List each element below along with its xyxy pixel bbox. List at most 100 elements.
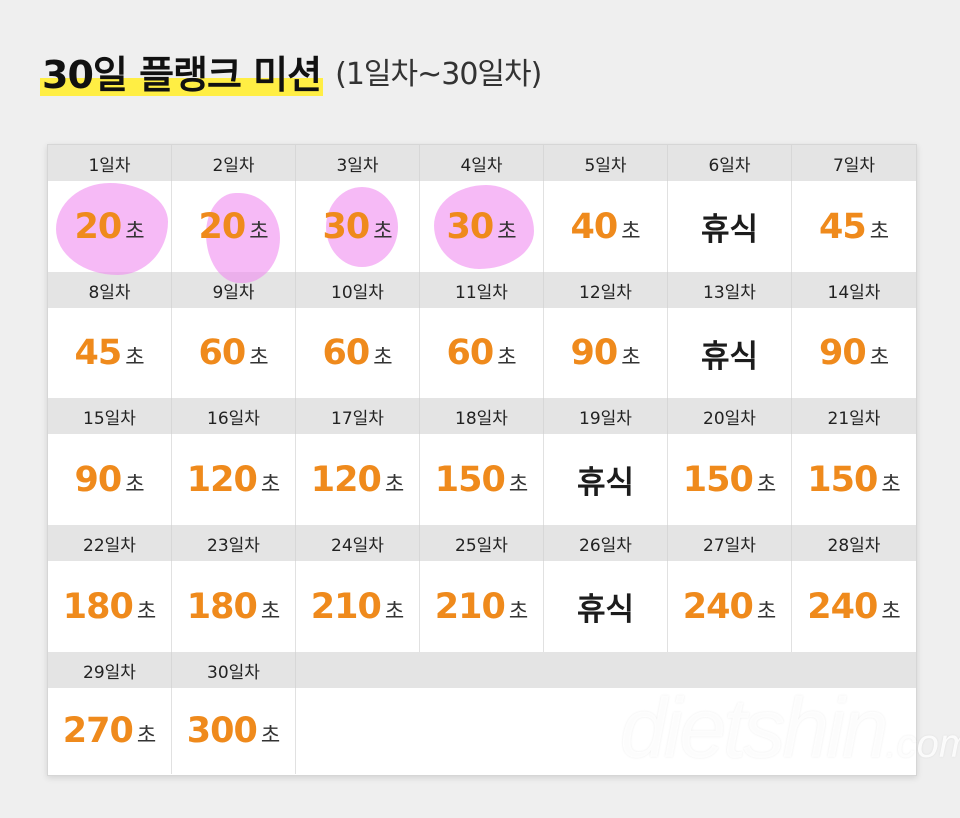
duration-value: 90 (818, 333, 867, 373)
duration-value: 120 (310, 459, 382, 500)
seconds-unit: 초 (756, 471, 777, 496)
day-cell: 90 초 (544, 308, 668, 398)
seconds-unit: 초 (125, 345, 145, 369)
week-header: 15일차 16일차 17일차 18일차 19일차 20일차 21일차 (48, 398, 916, 434)
day-label: 5일차 (544, 145, 668, 181)
day-label: 2일차 (172, 145, 296, 181)
seconds-unit: 초 (249, 218, 269, 243)
empty-cell (420, 688, 544, 774)
day-cell: 210 초 (420, 561, 544, 652)
seconds-unit: 초 (497, 345, 517, 369)
duration-value: 45 (74, 333, 122, 373)
day-cell: 20 초 (172, 181, 296, 283)
plank-calendar: 1일차 2일차 3일차 4일차 5일차 6일차 7일차 20 초 20 초 30 초 30 초 40 초 휴식 45… (47, 144, 917, 776)
day-label: 6일차 (668, 145, 792, 181)
day-label: 20일차 (668, 398, 792, 434)
duration-value: 180 (186, 586, 258, 627)
day-cell: 휴식 (668, 181, 792, 272)
day-label: 11일차 (420, 272, 544, 308)
seconds-unit: 초 (260, 598, 281, 623)
page-header: 30일 플랭크 미션 (1일차~30일차) (39, 40, 542, 100)
highlight-scribble (206, 193, 280, 283)
week-header: 1일차 2일차 3일차 4일차 5일차 6일차 7일차 (48, 145, 916, 181)
rest-day-label: 휴식 (576, 465, 635, 501)
duration-value: 60 (446, 333, 494, 373)
duration-value: 150 (807, 459, 878, 500)
empty-cell (668, 688, 792, 774)
day-label: 4일차 (420, 145, 544, 181)
day-cell: 180 초 (48, 561, 172, 652)
seconds-unit: 초 (373, 345, 393, 369)
seconds-unit: 초 (869, 345, 890, 369)
week-header: 29일차 30일차 (48, 652, 916, 688)
week-values: 90 초 120 초 120 초 150 초 휴식 150 초 150 초 (48, 434, 916, 525)
day-label: 10일차 (296, 272, 420, 308)
day-cell: 60 초 (296, 308, 420, 398)
duration-value: 45 (818, 206, 867, 247)
duration-value: 150 (682, 459, 754, 500)
day-cell: 30 초 (420, 181, 544, 272)
day-cell: 150 초 (420, 434, 544, 525)
duration-value: 30 (446, 206, 494, 247)
day-label: 29일차 (48, 652, 172, 688)
duration-value: 240 (682, 586, 754, 627)
seconds-unit: 초 (373, 218, 393, 243)
day-label: 26일차 (544, 525, 668, 561)
day-label: 27일차 (668, 525, 792, 561)
seconds-unit: 초 (136, 598, 157, 623)
day-label: 19일차 (544, 398, 668, 434)
duration-value: 20 (198, 206, 246, 247)
day-cell: 180 초 (172, 561, 296, 652)
seconds-unit: 초 (260, 723, 281, 747)
duration-value: 240 (807, 586, 878, 627)
seconds-unit: 초 (136, 723, 157, 747)
day-label: 23일차 (172, 525, 296, 561)
duration-value: 60 (198, 333, 246, 373)
week-header: 22일차 23일차 24일차 25일차 26일차 27일차 28일차 (48, 525, 916, 561)
day-cell: 240 초 (668, 561, 792, 652)
day-label: 9일차 (172, 272, 296, 308)
day-label: 28일차 (827, 535, 881, 556)
seconds-unit: 초 (125, 218, 145, 243)
week-values: 45 초 60 초 60 초 60 초 90 초 휴식 90 초 (48, 308, 916, 398)
highlight-scribble (56, 183, 168, 275)
seconds-unit: 초 (384, 598, 405, 623)
day-cell: 60 초 (172, 308, 296, 398)
empty-cell (296, 688, 420, 774)
seconds-unit: 초 (508, 598, 529, 623)
day-cell: 30 초 (296, 181, 420, 272)
highlight-scribble (326, 187, 398, 267)
day-label: 16일차 (172, 398, 296, 434)
day-cell: 120 초 (172, 434, 296, 525)
duration-value: 300 (186, 711, 258, 751)
day-cell: 40 초 (544, 181, 668, 272)
duration-value: 90 (570, 333, 618, 373)
day-cell: 45 초 (792, 181, 916, 272)
day-cell: 90 초 (48, 434, 172, 525)
day-label: 14일차 (827, 282, 881, 303)
rest-day-label: 휴식 (700, 338, 759, 375)
seconds-unit: 초 (621, 345, 641, 369)
day-label: 1일차 (48, 145, 172, 181)
day-label: 8일차 (48, 272, 172, 308)
seconds-unit: 초 (497, 218, 517, 243)
day-label: 17일차 (296, 398, 420, 434)
duration-value: 120 (186, 459, 258, 500)
week-row: 8일차 9일차 10일차 11일차 12일차 13일차 14일차 45 초 60 초 60 초 60 초 90… (48, 272, 916, 398)
day-label: 7일차 (832, 155, 876, 176)
rest-day-label: 휴식 (576, 592, 635, 628)
week-row: 1일차 2일차 3일차 4일차 5일차 6일차 7일차 20 초 20 초 30 초 30 초 40 초 휴식 45… (48, 145, 916, 283)
seconds-unit: 초 (621, 218, 641, 243)
rest-day-label: 휴식 (700, 212, 759, 248)
duration-value: 20 (74, 206, 122, 247)
week-values: 270 초 300 초 (48, 688, 916, 774)
duration-value: 40 (570, 206, 618, 247)
day-label: 12일차 (544, 272, 668, 308)
highlight-scribble (434, 185, 534, 269)
duration-value: 210 (434, 586, 506, 627)
empty-cell (792, 688, 916, 774)
day-cell: 120 초 (296, 434, 420, 525)
duration-value: 30 (322, 206, 370, 247)
day-cell: 240 초 (792, 561, 916, 652)
page-title: 30일 플랭크 미션 (39, 50, 324, 100)
